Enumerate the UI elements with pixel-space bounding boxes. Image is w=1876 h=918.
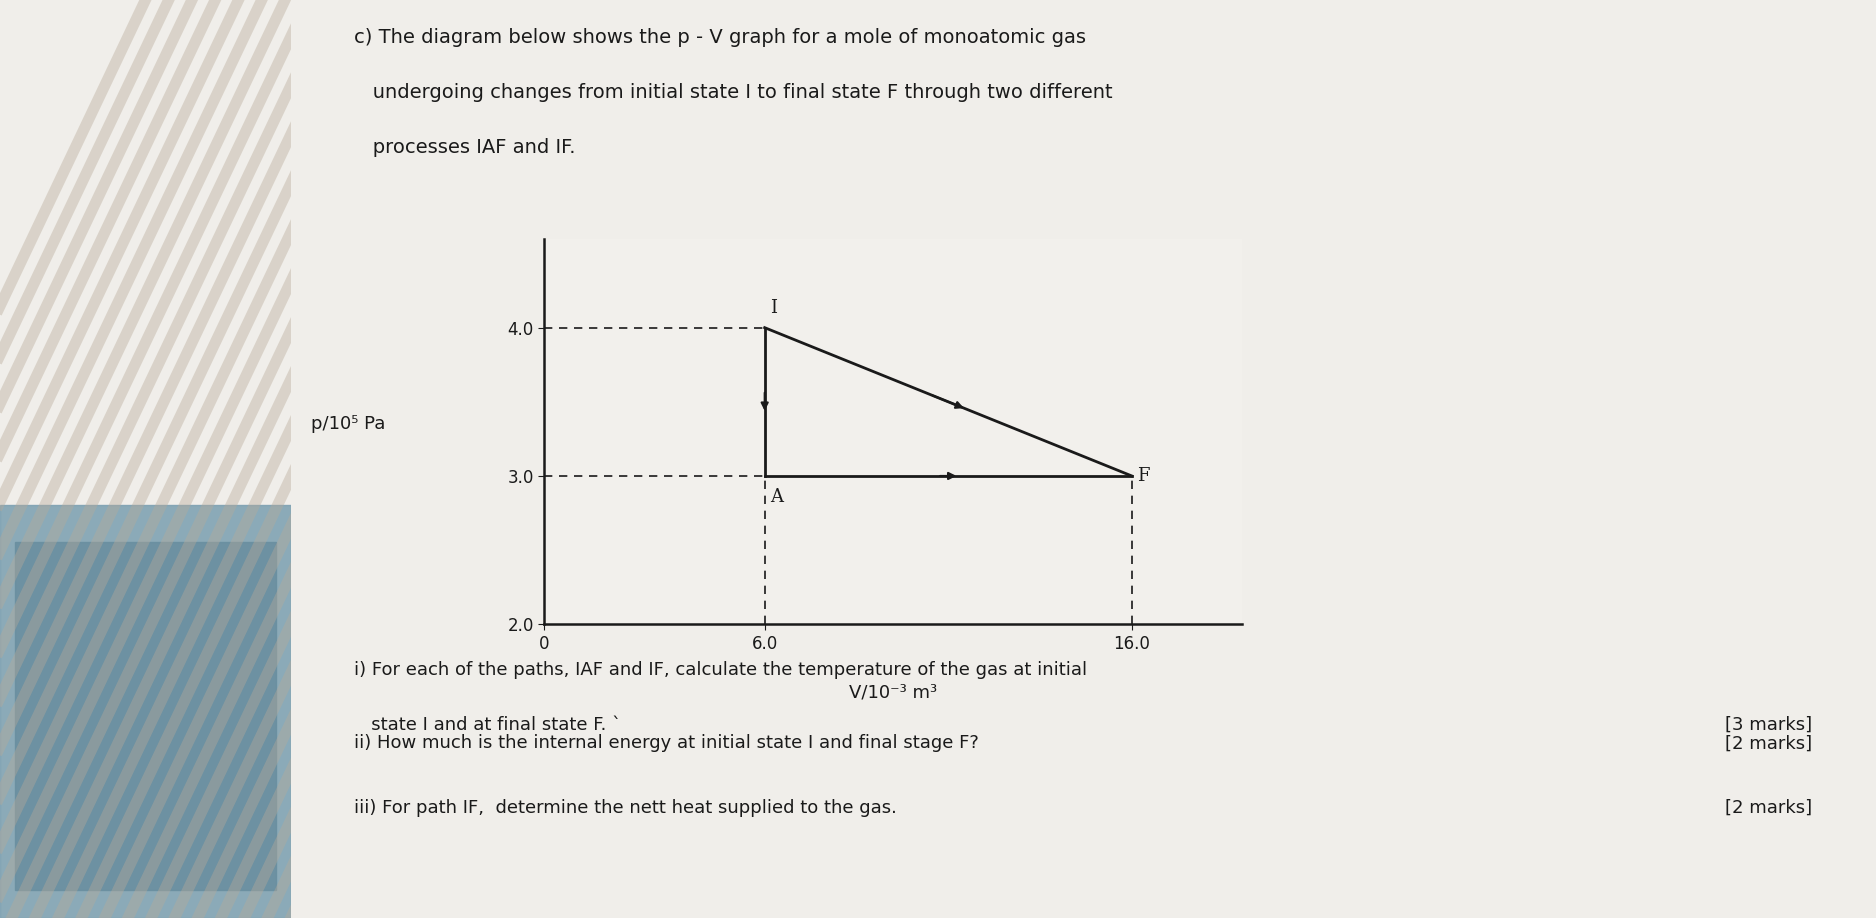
Text: [2 marks]: [2 marks] <box>1726 799 1812 817</box>
Bar <box>0 505 291 918</box>
Text: [2 marks]: [2 marks] <box>1726 734 1812 753</box>
Text: V/10⁻³ m³: V/10⁻³ m³ <box>850 684 938 702</box>
Text: c) The diagram below shows the p - V graph for a mole of monoatomic gas: c) The diagram below shows the p - V gra… <box>355 28 1086 47</box>
Text: state I and at final state F. `: state I and at final state F. ` <box>355 716 621 734</box>
Text: undergoing changes from initial state I to final state F through two different: undergoing changes from initial state I … <box>355 83 1112 102</box>
Text: processes IAF and IF.: processes IAF and IF. <box>355 138 576 157</box>
Text: p/10⁵ Pa: p/10⁵ Pa <box>311 415 385 432</box>
Text: iii) For path IF,  determine the nett heat supplied to the gas.: iii) For path IF, determine the nett hea… <box>355 799 897 817</box>
Text: I: I <box>771 299 777 318</box>
Bar <box>15 542 276 890</box>
Text: ii) How much is the internal energy at initial state I and final stage F?: ii) How much is the internal energy at i… <box>355 734 979 753</box>
Text: F: F <box>1137 467 1150 485</box>
Text: [3 marks]: [3 marks] <box>1726 716 1812 734</box>
Text: A: A <box>771 487 782 506</box>
Text: i) For each of the paths, IAF and IF, calculate the temperature of the gas at in: i) For each of the paths, IAF and IF, ca… <box>355 661 1088 679</box>
